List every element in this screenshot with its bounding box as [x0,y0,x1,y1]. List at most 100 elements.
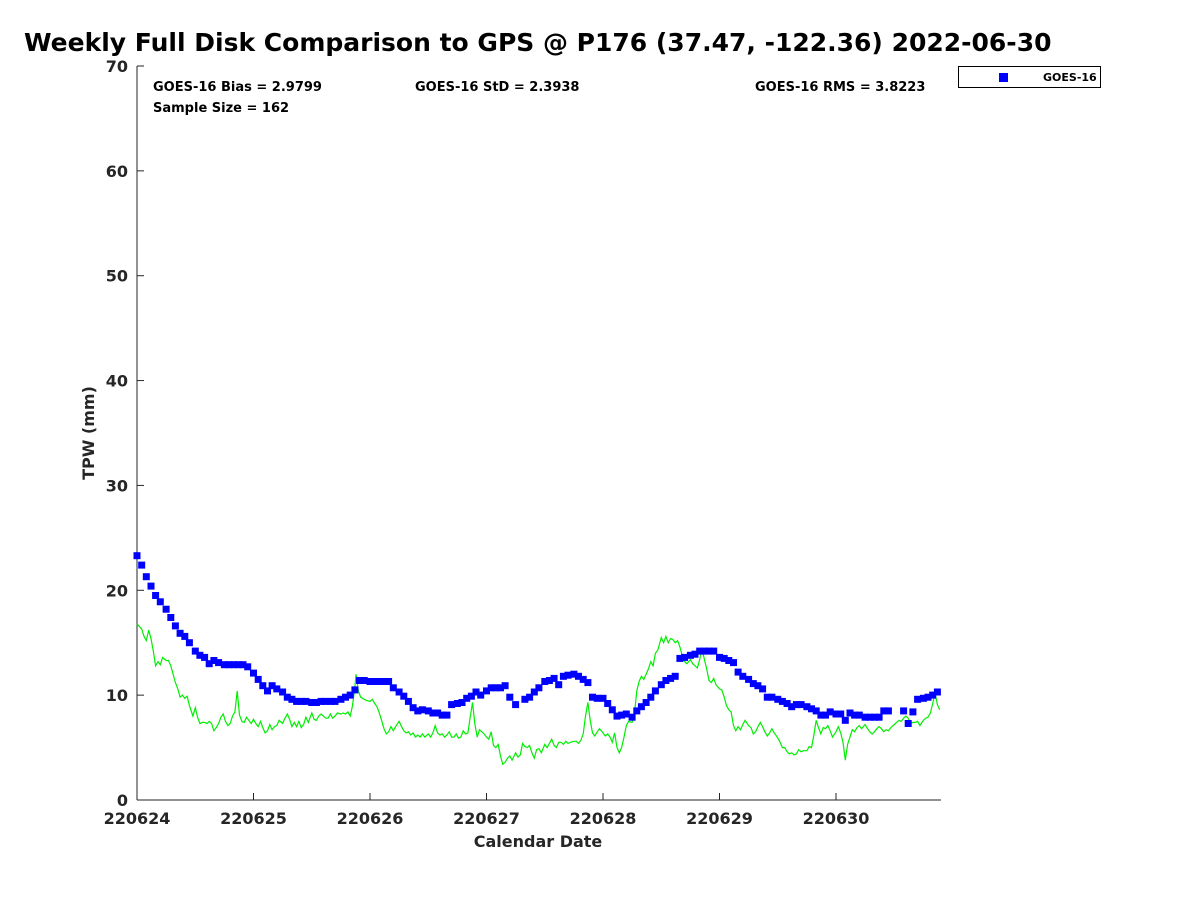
goes16-data-point [400,692,408,700]
goes16-data-point [929,691,937,699]
goes16-data-point [686,651,694,659]
goes16-data-point [642,699,650,706]
goes16-data-point [434,709,442,717]
goes16-data-point [133,552,141,560]
goes16-data-point [385,678,393,685]
bias-stat: GOES-16 Bias = 2.9799 [153,80,322,95]
goes16-data-point [239,661,247,669]
goes16-data-point [351,686,359,694]
goes16-data-point [822,711,829,719]
goes16-data-point [651,687,659,695]
goes16-data-point [618,711,626,719]
goes16-data-point [375,678,383,685]
goes16-data-point [837,710,845,718]
goes16-data-point [575,672,582,680]
goes16-marker-series [133,552,941,727]
goes16-data-point [171,622,179,630]
goes16-data-point [418,706,426,714]
goes16-data-point [297,697,305,705]
goes16-data-point [234,661,242,669]
goes16-data-point [312,699,320,706]
goes16-data-point [356,677,363,684]
goes16-data-point [657,681,665,689]
goes16-data-point [254,675,262,683]
goes16-data-point [633,707,641,715]
goes16-data-point [142,573,150,581]
legend-label: GOES-16 [1043,71,1097,84]
goes16-data-point [924,693,932,701]
goes16-data-point [371,678,379,685]
goes16-data-point [851,711,859,719]
goes16-data-point [604,700,612,707]
goes16-data-point [846,709,854,717]
goes16-data-point [264,687,271,695]
goes16-data-point [681,653,689,661]
goes16-data-point [337,695,345,703]
goes16-data-point [138,561,146,569]
goes16-data-point [317,697,325,705]
goes16-data-point [904,720,912,727]
goes16-data-point [541,678,549,685]
goes16-data-point [404,697,412,705]
goes16-data-point [870,713,878,721]
goes16-data-point [250,669,257,677]
goes16-data-point [196,651,204,659]
goes16-data-point [535,684,543,692]
goes16-data-point [754,682,762,690]
goes16-data-point [191,647,199,655]
goes16-data-point [530,688,538,696]
goes16-data-point [803,703,811,711]
goes16-data-point [506,693,514,701]
goes16-data-point [279,688,287,696]
goes16-data-point [230,661,238,669]
x-tick-label: 220629 [686,809,753,828]
goes16-data-point [302,697,310,705]
goes16-data-point [700,647,708,655]
goes16-data-point [720,654,728,662]
goes16-data-point [497,684,504,692]
goes16-data-point [331,697,339,705]
goes16-data-point [593,694,601,702]
goes16-data-point [599,694,607,702]
goes16-data-point [797,701,805,709]
goes16-data-point [555,681,563,689]
goes16-data-point [667,674,675,682]
legend: GOES-16 [958,66,1101,88]
std-stat: GOES-16 StD = 2.3938 [415,80,580,95]
goes16-data-point [443,711,451,719]
goes16-data-point [570,670,578,678]
goes16-data-point [880,707,888,715]
goes16-data-point [308,699,316,706]
goes16-data-point [322,697,330,705]
goes16-data-point [477,691,485,699]
goes16-data-point [273,685,281,693]
goes16-data-point [366,678,374,685]
goes16-data-point [579,675,587,683]
x-tick-label: 220626 [337,809,404,828]
goes16-data-point [808,705,815,713]
y-tick-label: 60 [106,162,128,181]
goes16-data-point [710,647,718,655]
goes16-data-point [739,672,747,680]
goes16-data-point [768,693,776,701]
goes16-data-point [429,709,437,717]
goes16-data-point [745,675,753,683]
goes16-data-point [716,653,723,661]
goes16-data-point [545,677,553,684]
goes16-data-point [792,701,800,709]
x-tick-label: 220624 [104,809,171,828]
goes16-data-point [360,677,368,684]
goes16-data-point [244,663,252,671]
goes16-data-point [671,672,679,680]
goes16-data-point [788,703,796,711]
y-axis-title: TPW (mm) [79,386,98,480]
goes16-data-point [826,708,834,716]
goes16-data-point [492,684,500,692]
goes16-data-point [778,697,786,705]
goes16-data-point [156,598,164,606]
goes16-data-point [501,682,509,690]
y-tick-label: 70 [106,57,128,76]
goes16-data-point [783,700,791,707]
goes16-data-point [933,688,941,696]
goes16-data-point [395,688,403,696]
